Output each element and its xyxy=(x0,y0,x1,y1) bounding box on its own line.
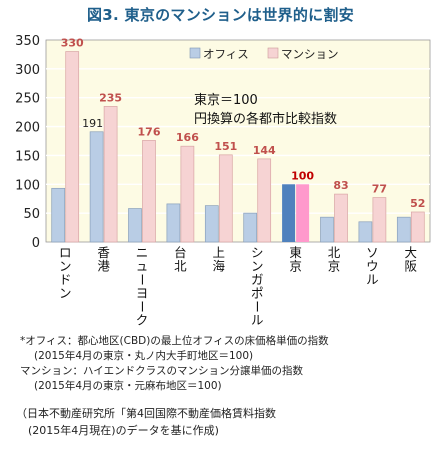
y-axis: 0 50 100 150 200 250 300 350 xyxy=(15,34,40,251)
bar-residential xyxy=(334,193,348,243)
x-tick-label: 京 xyxy=(328,259,341,274)
x-tick-label: ド xyxy=(59,272,72,287)
x-tick-label: ロ xyxy=(59,245,72,260)
x-tick-label: 上 xyxy=(213,245,226,260)
note-office: *オフィス：都心地区(CBD)の最上位オフィスの床価格単価の指数 xyxy=(20,335,329,347)
x-tick-label: ポ xyxy=(251,286,264,301)
legend-swatch-residential xyxy=(267,47,279,59)
bar-office xyxy=(320,216,334,243)
y-tick-label: 350 xyxy=(15,34,40,49)
x-tick-label: 港 xyxy=(97,259,110,274)
bar-residential xyxy=(103,106,118,243)
y-tick-label: 250 xyxy=(15,92,40,107)
x-tick-label: ル xyxy=(366,272,379,287)
y-tick-label: 200 xyxy=(15,121,40,136)
gridlines xyxy=(46,68,430,214)
bar-office xyxy=(396,216,411,243)
data-labels: 330 235 191 176 166 151 144 100 83 77 52 xyxy=(61,37,426,210)
y-tick-label: 50 xyxy=(23,207,40,222)
note-office-base: (2015年4月の東京・丸ノ内大手町地区＝100) xyxy=(34,350,254,362)
annotation-line-2: 円換算の各都市比較指数 xyxy=(194,111,337,127)
x-tick-label: シ xyxy=(251,245,264,260)
data-label-residential: 100 xyxy=(291,169,314,182)
plot-area xyxy=(45,39,431,243)
data-label-residential: 83 xyxy=(333,179,348,192)
bar-residential xyxy=(257,158,272,243)
legend-label-residential: マンション xyxy=(281,47,339,61)
x-tick-label: 京 xyxy=(289,259,302,274)
x-tick-label: ニ xyxy=(136,245,149,260)
x-tick-label: ル xyxy=(251,313,264,328)
bar-chart: 0 50 100 150 200 250 300 350 330 235 191 176 166 151… xyxy=(15,34,431,328)
data-label-residential: 166 xyxy=(176,131,199,144)
notes: *オフィス：都心地区(CBD)の最上位オフィスの床価格単価の指数 (2015年4… xyxy=(20,334,329,394)
bar-office xyxy=(282,184,296,242)
note-residential-base: (2015年4月の東京・元麻布地区＝100) xyxy=(34,380,222,392)
bar-office xyxy=(89,131,104,243)
legend-label-office: オフィス xyxy=(203,47,249,61)
x-tick-label: 香 xyxy=(97,245,110,260)
data-label-office: 191 xyxy=(82,117,103,130)
x-tick-label: ー xyxy=(135,300,150,313)
x-tick-label: 海 xyxy=(213,259,226,274)
bar-office xyxy=(51,187,66,243)
bar-office xyxy=(166,203,181,243)
x-tick-label: ン xyxy=(251,259,264,274)
x-tick-label: ー xyxy=(135,273,150,286)
legend: オフィス マンション xyxy=(189,47,339,61)
x-tick-label: ヨ xyxy=(136,286,149,301)
data-label-residential: 151 xyxy=(214,140,237,153)
bar-office xyxy=(204,205,219,243)
note-residential: マンション：ハイエンドクラスのマンション分譲単価の指数 xyxy=(20,365,303,377)
x-tick-label: 大 xyxy=(405,245,418,260)
bar-residential xyxy=(410,211,425,243)
x-tick-label: 東 xyxy=(289,245,302,260)
y-tick-label: 100 xyxy=(15,178,40,193)
bar-residential xyxy=(142,140,156,243)
chart-title: 図3. 東京のマンションは世界的に割安 xyxy=(86,6,355,24)
data-label-residential: 144 xyxy=(253,144,276,157)
bar-office xyxy=(358,221,373,243)
x-tick-label: 台 xyxy=(174,245,187,260)
data-label-residential: 52 xyxy=(410,197,425,210)
y-tick-label: 0 xyxy=(32,236,40,251)
source-note: （日本不動産研究所「第4回国際不動産価格賃料指数 (2015年4月現在)のデータ… xyxy=(16,405,276,439)
data-label-residential: 77 xyxy=(372,183,387,196)
source-line-2: (2015年4月現在)のデータを基に作成) xyxy=(28,424,219,437)
x-tick-label: ソ xyxy=(366,245,379,260)
x-tick-label: ウ xyxy=(366,259,379,274)
source-line-1: （日本不動産研究所「第4回国際不動産価格賃料指数 xyxy=(16,407,276,420)
legend-swatch-office xyxy=(189,47,201,59)
data-label-residential: 176 xyxy=(138,125,161,138)
bars xyxy=(51,51,425,243)
bar-residential xyxy=(180,145,195,243)
x-tick-label: ュ xyxy=(136,259,149,274)
data-label-residential: 330 xyxy=(61,37,84,50)
x-tick-label: ー xyxy=(250,300,265,313)
x-tick-label: 北 xyxy=(174,259,187,274)
y-tick-label: 150 xyxy=(15,149,40,164)
data-label-residential: 235 xyxy=(99,91,122,104)
bar-office xyxy=(243,212,258,243)
bar-residential xyxy=(65,51,80,243)
annotation-line-1: 東京＝100 xyxy=(194,92,258,108)
bar-residential xyxy=(372,197,387,243)
x-tick-label: ン xyxy=(59,259,72,274)
x-tick-label: ク xyxy=(136,313,149,328)
bar-office xyxy=(128,208,142,243)
y-tick-label: 300 xyxy=(15,63,40,78)
x-tick-label: 阪 xyxy=(405,259,418,274)
x-tick-label: ン xyxy=(59,286,72,301)
bar-residential xyxy=(296,184,310,242)
x-tick-label: ガ xyxy=(251,272,264,287)
bar-residential xyxy=(218,154,233,243)
x-tick-label: 北 xyxy=(328,245,341,260)
